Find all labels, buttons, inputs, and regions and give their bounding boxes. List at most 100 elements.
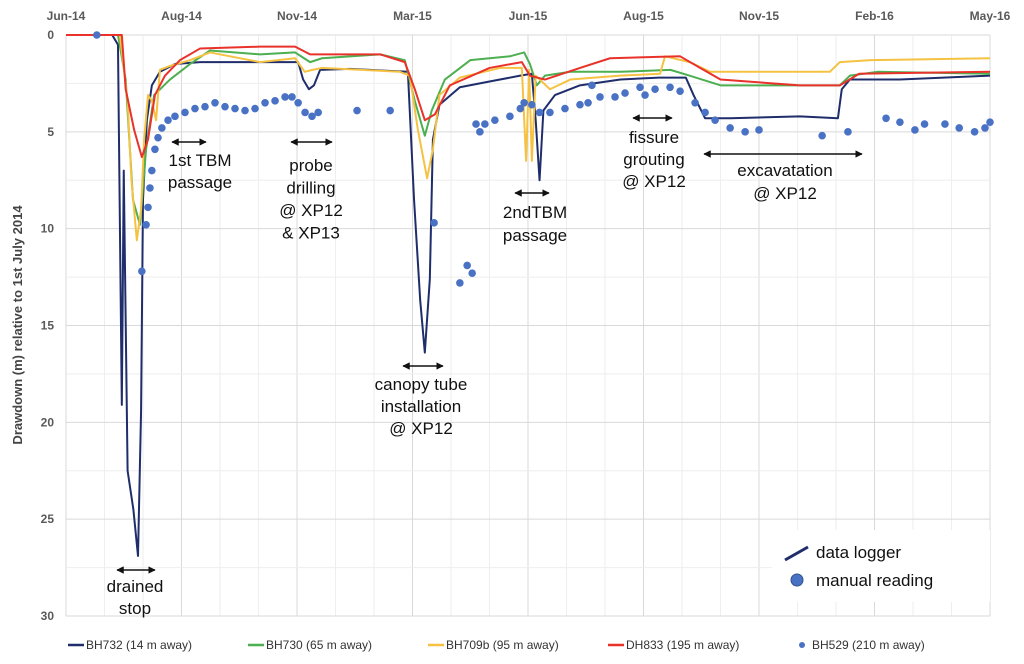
manual-reading-point: [844, 128, 852, 136]
annotation-text: grouting: [623, 150, 684, 169]
manual-reading-point: [472, 120, 480, 128]
y-tick-label: 25: [41, 512, 55, 526]
manual-reading-point: [711, 116, 719, 125]
manual-reading-point: [201, 102, 209, 111]
legend-label: BH529 (210 m away): [812, 638, 925, 652]
manual-reading-point: [641, 91, 649, 99]
manual-reading-point: [181, 108, 189, 117]
x-tick-label: May-16: [970, 9, 1011, 23]
manual-reading-point: [584, 98, 592, 107]
x-tick-label: Jun-14: [47, 9, 86, 23]
manual-reading-point: [941, 120, 949, 128]
manual-reading-point: [506, 112, 514, 121]
manual-reading-point: [294, 98, 302, 107]
y-tick-label: 10: [41, 222, 55, 236]
manual-reading-point: [171, 112, 179, 121]
inset-legend-manual-reading: manual reading: [816, 571, 933, 590]
inset-legend-line-icon: [784, 545, 809, 562]
manual-reading-point: [611, 93, 619, 101]
manual-reading-point: [386, 106, 394, 115]
annotation-text: 1st TBM: [169, 151, 232, 170]
y-tick-label: 0: [47, 28, 54, 42]
manual-reading-point: [701, 108, 709, 117]
manual-reading-point: [588, 81, 596, 90]
manual-reading-point: [144, 203, 152, 212]
manual-reading-point: [986, 118, 994, 126]
manual-reading-point: [154, 133, 162, 142]
x-tick-label: Nov-15: [739, 9, 779, 23]
annotation-text: fissure: [629, 128, 679, 147]
annotation-text: passage: [503, 226, 567, 245]
manual-reading-point: [456, 279, 464, 287]
manual-reading-point: [621, 89, 629, 97]
manual-reading-point: [164, 116, 172, 125]
manual-reading-point: [676, 87, 684, 95]
x-tick-label: Aug-14: [161, 9, 202, 23]
manual-reading-point: [314, 108, 322, 117]
series-line-dh833: [66, 34, 991, 159]
annotations: drained stop 1st TBM passage probe drilling @ …: [107, 114, 863, 618]
x-tick-label: Aug-15: [623, 9, 664, 23]
annotation-text: @ XP12: [622, 172, 686, 191]
legend-dot-icon: [799, 642, 805, 648]
legend-label: BH730 (65 m away): [266, 638, 372, 652]
manual-reading-point: [353, 106, 361, 115]
x-tick-label: Jun-15: [509, 9, 548, 23]
manual-reading-point: [528, 100, 536, 109]
series-line-bh709b: [66, 34, 991, 242]
y-axis-label: Drawdown (m) relative to 1st July 2014: [10, 205, 25, 445]
manual-reading-point: [981, 124, 989, 132]
annotation-text: stop: [119, 599, 151, 618]
manual-reading-point: [241, 106, 249, 115]
manual-reading-point: [535, 108, 544, 117]
inset-legend-data-logger: data logger: [816, 543, 901, 562]
manual-reading-point: [911, 126, 919, 134]
x-tick-label: Feb-16: [855, 9, 894, 23]
manual-reading-point: [251, 104, 259, 113]
manual-reading-point: [261, 98, 269, 107]
y-tick-label: 20: [41, 415, 55, 429]
manual-reading-point: [191, 104, 199, 113]
manual-reading-point: [93, 31, 101, 39]
series-layer: [66, 31, 994, 557]
manual-reading-point: [818, 131, 826, 140]
manual-reading-point: [158, 124, 166, 132]
manual-reading-point: [430, 219, 438, 227]
manual-reading-point: [146, 184, 154, 192]
manual-reading-point: [970, 128, 979, 136]
manual-reading-point: [520, 98, 528, 107]
inset-legend: data logger manual reading: [772, 530, 990, 602]
annotation-text: probe: [289, 156, 332, 175]
manual-reading-point: [691, 98, 699, 107]
manual-reading-point: [138, 267, 146, 276]
manual-reading-point: [896, 118, 904, 126]
legend-label: DH833 (195 m away): [626, 638, 739, 652]
manual-reading-point: [468, 269, 476, 278]
manual-reading-point: [148, 166, 156, 175]
inset-legend-dot-icon: [790, 573, 804, 587]
manual-reading-point: [481, 120, 489, 128]
annotation-text: installation: [381, 397, 461, 416]
manual-reading-point: [301, 108, 309, 117]
manual-reading-point: [516, 104, 525, 113]
annotation-text: @ XP12: [389, 419, 453, 438]
annotation-text: excavatation: [737, 161, 832, 180]
y-tick-label: 30: [41, 609, 55, 623]
manual-reading-point: [955, 124, 963, 132]
y-tick-label: 5: [47, 125, 54, 139]
manual-reading-point: [741, 128, 749, 136]
manual-reading-point: [920, 120, 929, 128]
series-line-bh732: [66, 34, 991, 557]
axes: Jun-14 Aug-14 Nov-14 Mar-15 Jun-15 Aug-15 Nov-…: [41, 9, 1011, 623]
annotation-text: drained: [107, 577, 164, 596]
manual-reading-point: [882, 114, 890, 123]
legend-label: BH709b (95 m away): [446, 638, 559, 652]
x-tick-label: Nov-14: [277, 9, 317, 23]
annotation-text: @ XP12: [279, 201, 343, 220]
manual-reading-point: [546, 108, 554, 117]
manual-reading-point: [142, 220, 150, 229]
manual-reading-point: [271, 97, 279, 105]
manual-reading-point: [755, 126, 763, 134]
manual-reading-point: [491, 116, 499, 125]
